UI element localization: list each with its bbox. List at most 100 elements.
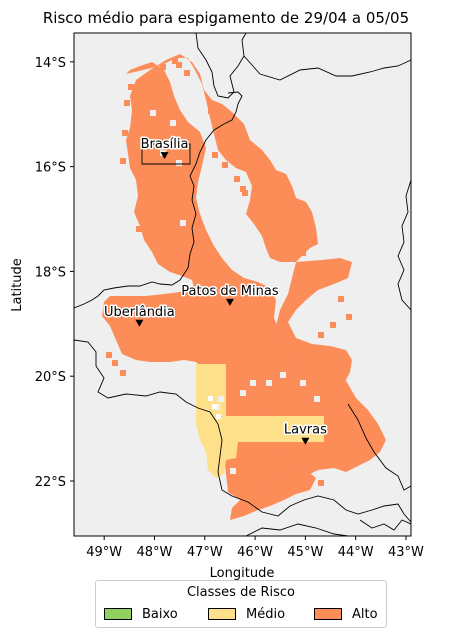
risk-alto-cell <box>176 62 182 68</box>
risk-gap-cell <box>266 380 272 386</box>
y-axis: 14°S 16°S 18°S 20°S 22°S <box>35 56 74 490</box>
risk-alto-cell <box>316 266 322 272</box>
city-label: Brasília <box>141 137 189 152</box>
legend-item-alto: Alto <box>314 605 378 623</box>
risk-alto-cell <box>120 370 126 376</box>
city-label: Lavras <box>284 423 327 438</box>
risk-alto-cell <box>300 250 306 256</box>
y-tick-label: 22°S <box>35 475 66 490</box>
risk-alto-cell <box>262 230 268 236</box>
x-tick-label: 49°W <box>86 545 122 560</box>
risk-alto-cell <box>300 470 306 476</box>
risk-alto-cell <box>120 158 126 164</box>
risk-gap-cell <box>176 160 182 166</box>
risk-alto-cell <box>330 322 336 328</box>
risk-alto-cell <box>134 170 140 176</box>
risk-alto-cell <box>318 332 324 338</box>
legend-label-baixo: Baixo <box>142 606 178 622</box>
risk-gap-cell <box>280 372 286 378</box>
risk-gap-cell <box>230 206 236 212</box>
risk-alto-cell <box>216 118 222 124</box>
risk-gap-cell <box>314 396 320 402</box>
axes-frame <box>73 32 412 537</box>
risk-alto-cell <box>140 204 146 210</box>
risk-alto-cell <box>306 236 312 242</box>
y-tick-label: 20°S <box>35 370 66 385</box>
risk-gap-cell <box>212 404 217 409</box>
city-marker <box>301 437 310 445</box>
risk-gap-cell <box>216 414 221 419</box>
risk-alto-cell <box>212 152 218 158</box>
border-go-mg-north <box>74 91 243 309</box>
risk-alto-cell <box>132 118 138 124</box>
border-mg-east-2 <box>397 179 411 311</box>
risk-alto-cell <box>112 360 118 366</box>
risk-alto-cell <box>272 248 278 254</box>
risk-alto-cell <box>242 190 248 196</box>
risk-gap-cell <box>300 380 306 386</box>
risk-alto-cell <box>134 92 140 98</box>
city-markers: Brasília Patos de Minas Uberlândia Lavras <box>103 136 329 445</box>
risk-alto-cell <box>258 156 264 162</box>
risk-alto-cell <box>350 456 356 462</box>
risk-gap-cell <box>236 226 242 232</box>
legend-swatch-baixo <box>104 608 132 620</box>
risk-alto-cell <box>232 132 238 138</box>
risk-alto-cell <box>144 176 150 182</box>
legend-swatch-medio <box>208 608 236 620</box>
city-marker <box>160 152 169 160</box>
risk-alto-cell <box>374 430 380 436</box>
risk-alto-cell <box>256 216 262 222</box>
risk-alto-cell <box>318 480 324 486</box>
risk-gap-cell <box>208 396 213 401</box>
risk-gap-cell <box>250 380 256 386</box>
risk-alto-cell <box>240 186 246 192</box>
risk-alto-cell <box>296 228 302 234</box>
risk-gap-cell <box>218 396 224 402</box>
x-tick-label: 46°W <box>237 545 273 560</box>
risk-alto-cell <box>366 442 372 448</box>
border-mg-es <box>347 403 411 491</box>
city-marker <box>225 298 234 306</box>
border-sp-coast <box>245 523 349 536</box>
risk-alto-cell <box>124 100 130 106</box>
x-tick-label: 48°W <box>137 545 173 560</box>
risk-alto-cell <box>226 120 232 126</box>
y-axis-label: Latitude <box>10 258 25 312</box>
risk-alto-cell <box>184 70 190 76</box>
risk-layer <box>102 54 386 520</box>
risk-medio-region <box>196 364 324 478</box>
border-df <box>141 143 191 165</box>
risk-alto-cell <box>222 162 228 168</box>
risk-alto-cell <box>136 226 142 232</box>
risk-alto-cell <box>338 296 344 302</box>
risk-alto-cell <box>122 130 128 136</box>
risk-alto-cell <box>160 244 166 250</box>
risk-alto-cell <box>160 64 166 70</box>
risk-alto-cell <box>346 314 352 320</box>
border-mg-south <box>74 339 411 523</box>
risk-alto-cell <box>208 108 214 114</box>
risk-alto-cell <box>178 250 184 256</box>
y-tick-label: 16°S <box>35 161 66 176</box>
border-rj <box>359 519 411 531</box>
risk-alto-cell <box>106 352 112 358</box>
x-tick-label: 44°W <box>338 545 374 560</box>
risk-alto-cell <box>148 188 154 194</box>
risk-alto-cell <box>282 252 288 258</box>
border-mg-east <box>243 55 411 81</box>
risk-alto-cell <box>186 262 192 268</box>
risk-alto-cell <box>128 84 134 90</box>
x-tick-label: 45°W <box>287 545 323 560</box>
risk-alto-cell <box>170 210 176 216</box>
legend-item-medio: Médio <box>208 605 285 623</box>
x-tick-label: 47°W <box>187 545 223 560</box>
legend-label-medio: Médio <box>246 606 286 622</box>
city-label: Patos de Minas <box>181 284 279 299</box>
legend-title: Classes de Risco <box>186 585 295 600</box>
legend: Classes de Risco Baixo Médio Alto <box>95 580 387 628</box>
risk-alto-cell <box>130 144 136 150</box>
risk-gap-cell <box>240 390 246 396</box>
risk-alto-cell <box>150 72 156 78</box>
